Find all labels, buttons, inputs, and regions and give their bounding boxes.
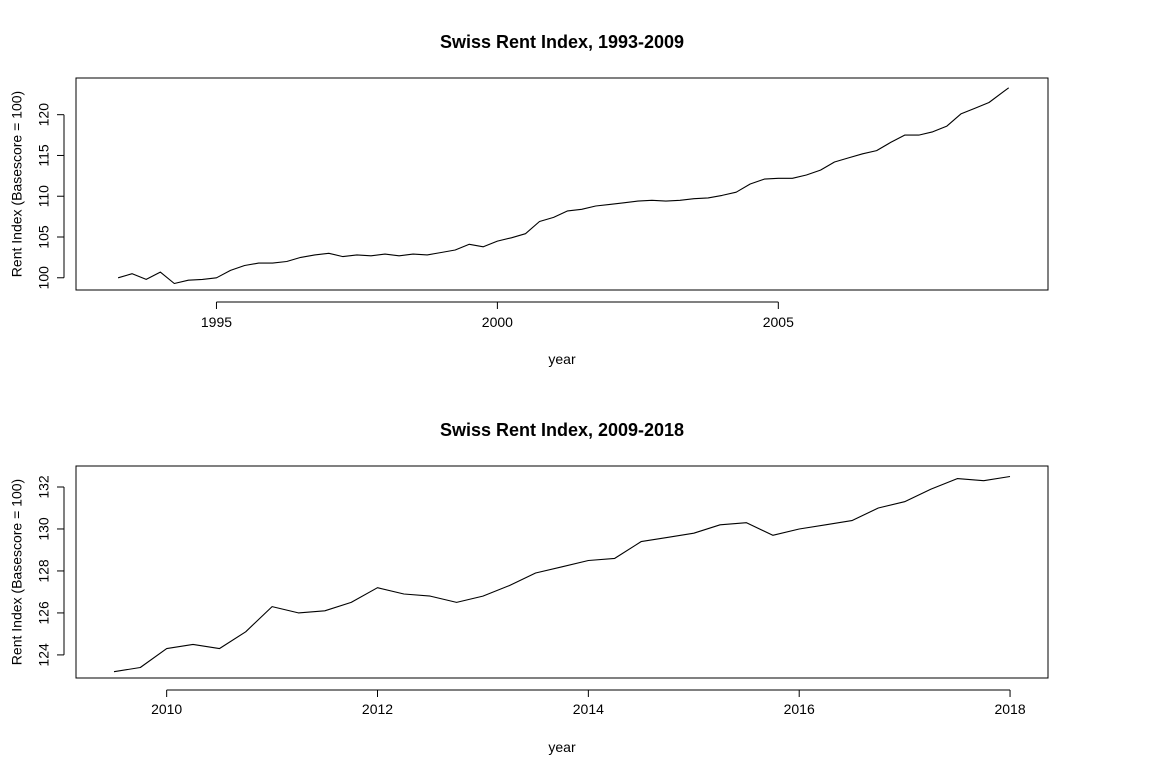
y-tick-label: 100	[36, 266, 52, 290]
x-tick-label: 2018	[994, 701, 1025, 717]
chart-title: Swiss Rent Index, 1993-2009	[440, 32, 684, 52]
x-tick-label: 2005	[763, 314, 794, 330]
y-tick-label: 126	[36, 601, 52, 625]
x-tick-label: 2012	[362, 701, 393, 717]
y-tick-label: 115	[36, 144, 52, 167]
chart-panel-1: Swiss Rent Index, 1993-2009 1995 2000 2005 1…	[9, 32, 1049, 367]
x-tick-label: 1995	[201, 314, 232, 330]
x-tick-label: 2000	[482, 314, 513, 330]
y-tick-label: 110	[36, 185, 52, 208]
series-line	[113, 475, 1011, 673]
x-tick-label: 2014	[573, 701, 604, 717]
x-axis-label: year	[548, 351, 576, 367]
y-tick-label: 120	[36, 103, 52, 127]
series-line	[117, 87, 1010, 285]
x-axis-label: year	[548, 739, 576, 755]
x-tick-label: 2016	[784, 701, 815, 717]
chart-title: Swiss Rent Index, 2009-2018	[440, 420, 684, 440]
chart-panel-2: Swiss Rent Index, 2009-2018 2010 2012 2014 2…	[9, 420, 1049, 755]
y-axis-label: Rent Index (Basescore = 100)	[9, 479, 25, 665]
y-tick-label: 128	[36, 559, 52, 583]
plot-frame	[75, 465, 1049, 679]
y-tick-label: 130	[36, 517, 52, 541]
x-tick-label: 2010	[151, 701, 182, 717]
y-tick-label: 105	[36, 225, 52, 249]
y-axis-label: Rent Index (Basescore = 100)	[9, 91, 25, 277]
y-tick-label: 132	[36, 475, 52, 499]
y-tick-label: 124	[36, 643, 52, 667]
plot-frame	[75, 77, 1049, 291]
